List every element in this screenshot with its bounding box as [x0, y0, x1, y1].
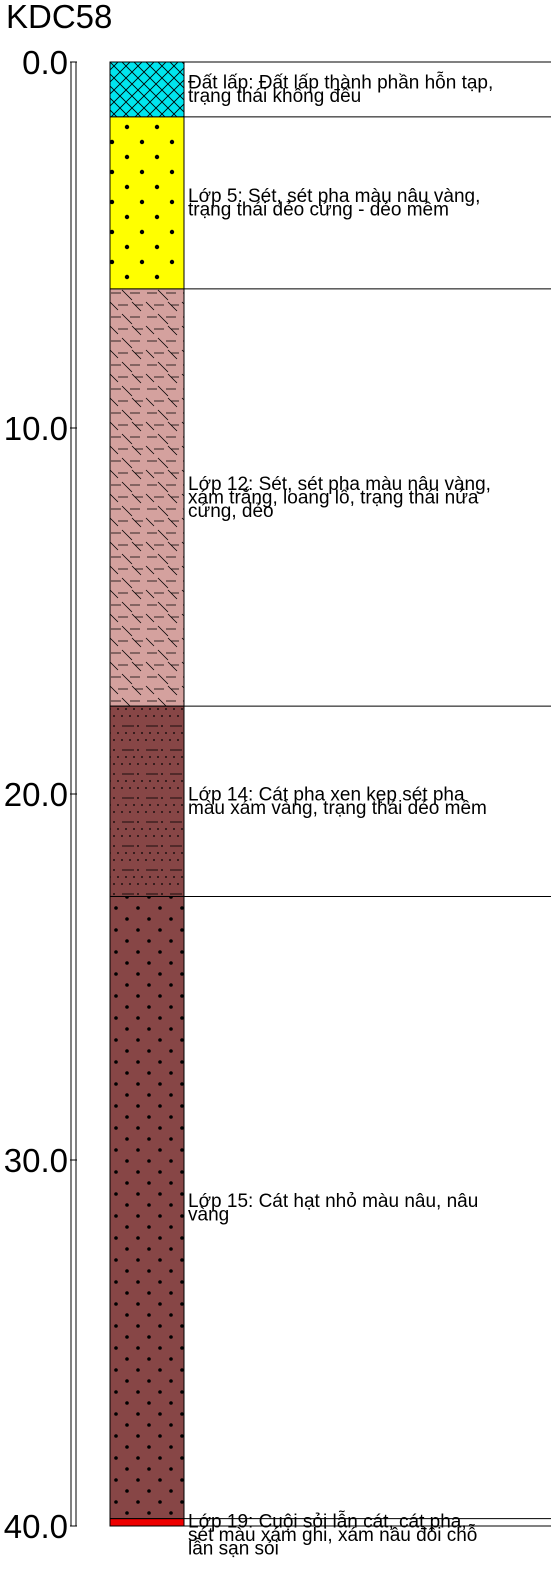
layer-5-column: [109, 895, 185, 1520]
layer-6-column: [109, 1518, 185, 1527]
depth-tick-label: 10.0: [4, 410, 68, 447]
layer-1-description: Đất lấp: Đất lấp thành phần hỗn tạp, trạn…: [188, 72, 493, 108]
layer-3-description: Lớp 12: Sét, sét pha màu nâu vàng, xám tr…: [188, 474, 491, 522]
layer-1-column: [109, 61, 185, 118]
depth-tick-label: 0.0: [22, 44, 68, 81]
layer-3-column: [109, 288, 185, 707]
layer-descriptions: Đất lấp: Đất lấp thành phần hỗn tạp, trạn…: [188, 72, 493, 1560]
layer-4-description: Lớp 14: Cát pha xen kẹp sét pha màu xám v…: [188, 785, 487, 820]
layer-4-column: [109, 705, 185, 897]
layer-6-description: Lớp 19: Cuội sỏi lẫn cát, cát pha, sét mà…: [188, 1511, 477, 1560]
depth-tick-label: 40.0: [4, 1508, 68, 1545]
depth-axis: 0.0 10.0 20.0 30.0 40.0: [4, 44, 77, 1545]
borehole-title: KDC58: [6, 0, 112, 35]
layer-5-description: Lớp 15: Cát hạt nhỏ màu nâu, nâu vàng: [188, 1191, 478, 1226]
layer-2-column: [109, 116, 185, 290]
layer-column: [109, 61, 551, 1527]
layer-2-description: Lớp 5: Sét, sét pha màu nâu vàng, trạng t…: [188, 186, 480, 221]
depth-tick-label: 30.0: [4, 1142, 68, 1179]
depth-tick-label: 20.0: [4, 776, 68, 813]
